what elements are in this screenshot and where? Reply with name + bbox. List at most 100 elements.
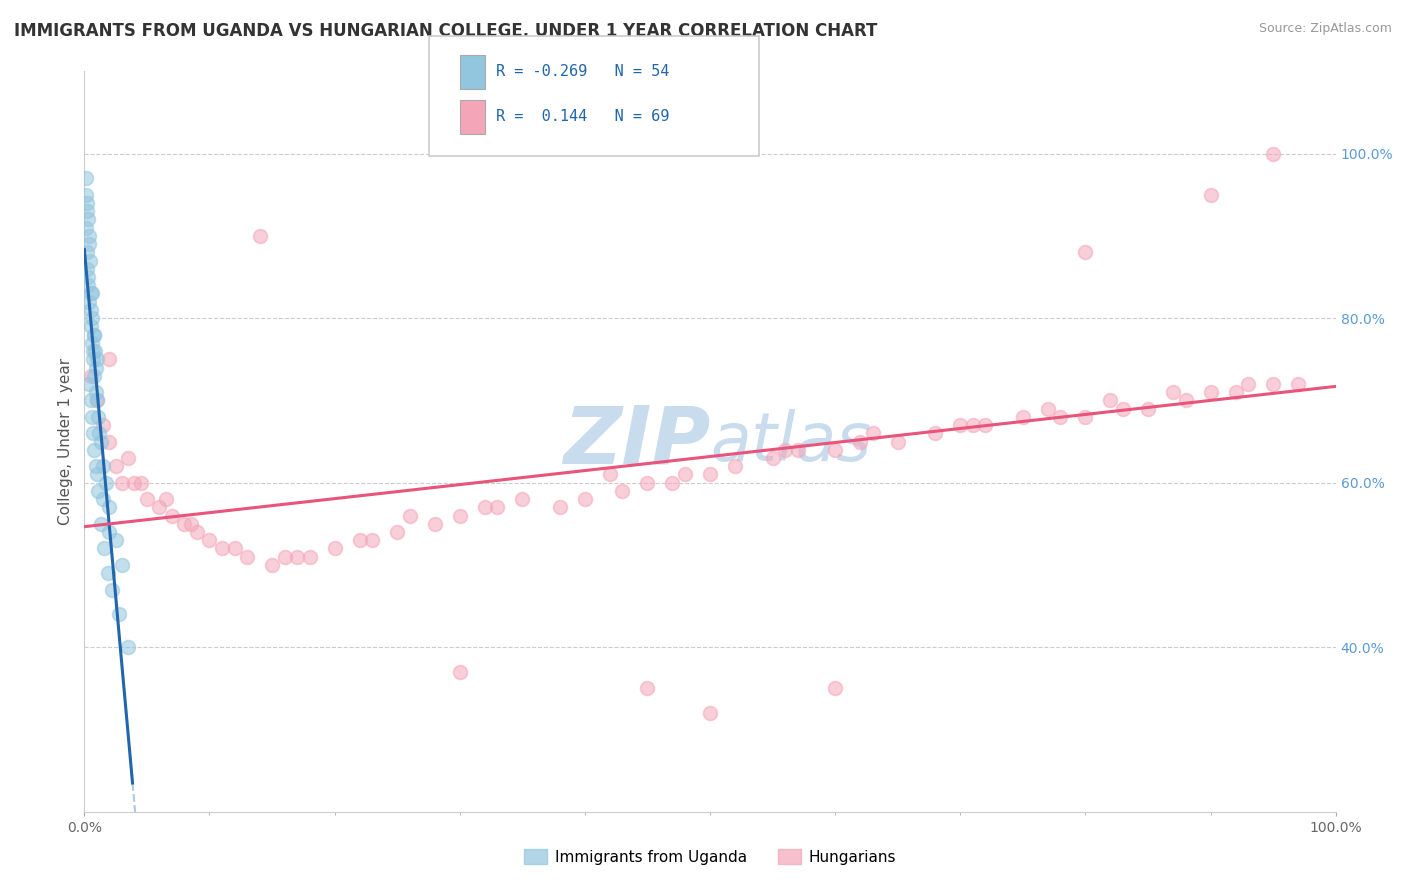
Point [91, 459, 114, 474]
Point [349, 533, 371, 548]
Point [1112, 401, 1135, 416]
Point [98, 500, 121, 515]
Point [1225, 385, 1247, 400]
Point [449, 665, 471, 679]
Point [673, 467, 696, 482]
Point [79, 253, 101, 268]
Point [111, 475, 134, 490]
Point [449, 508, 471, 523]
Point [1237, 376, 1260, 391]
Point [117, 450, 139, 465]
Point [83, 327, 105, 342]
Point [1263, 376, 1285, 391]
Point [160, 508, 183, 523]
Point [83, 442, 105, 457]
Point [236, 549, 259, 564]
Point [887, 434, 910, 449]
Point [90, 516, 112, 531]
Point [198, 533, 221, 548]
Point [398, 508, 420, 523]
Point [93, 541, 115, 556]
Point [76, 204, 98, 219]
Point [108, 607, 131, 622]
Point [474, 500, 496, 515]
Point [924, 426, 946, 441]
Point [111, 558, 134, 572]
Point [83, 327, 105, 342]
Point [82, 344, 104, 359]
Point [1036, 401, 1059, 416]
Point [86, 393, 108, 408]
Point [84, 344, 107, 359]
Point [1263, 146, 1285, 161]
Point [1161, 385, 1184, 400]
Point [1074, 409, 1097, 424]
Point [423, 516, 446, 531]
Point [574, 492, 596, 507]
Point [599, 467, 621, 482]
Point [76, 261, 98, 276]
Point [762, 450, 785, 465]
Point [637, 681, 659, 696]
Point [84, 385, 107, 400]
Point [548, 500, 571, 515]
Point [637, 475, 659, 490]
Point [75, 171, 97, 186]
Point [76, 196, 98, 211]
Point [824, 442, 846, 457]
Point [90, 434, 112, 449]
Point [80, 286, 103, 301]
Point [104, 533, 127, 548]
Point [79, 302, 101, 317]
Point [1174, 393, 1197, 408]
Point [77, 212, 100, 227]
Point [323, 541, 346, 556]
Point [180, 516, 202, 531]
Point [79, 393, 101, 408]
Point [849, 434, 872, 449]
Point [91, 492, 114, 507]
Point [82, 352, 104, 367]
Legend: Immigrants from Uganda, Hungarians: Immigrants from Uganda, Hungarians [519, 843, 901, 871]
Point [273, 549, 295, 564]
Point [104, 459, 127, 474]
Text: IMMIGRANTS FROM UGANDA VS HUNGARIAN COLLEGE, UNDER 1 YEAR CORRELATION CHART: IMMIGRANTS FROM UGANDA VS HUNGARIAN COLL… [14, 22, 877, 40]
Point [84, 360, 107, 375]
Text: R =  0.144   N = 69: R = 0.144 N = 69 [496, 109, 669, 124]
Point [87, 483, 110, 498]
Point [79, 319, 101, 334]
Point [361, 533, 384, 548]
Text: ZIP: ZIP [562, 402, 710, 481]
Point [86, 393, 108, 408]
Point [862, 426, 884, 441]
Text: atlas: atlas [710, 409, 872, 475]
Point [155, 492, 177, 507]
Point [285, 549, 308, 564]
Point [173, 516, 195, 531]
Point [1074, 245, 1097, 260]
Point [82, 426, 104, 441]
Point [1199, 187, 1222, 202]
Point [80, 286, 103, 301]
Point [824, 681, 846, 696]
Point [79, 368, 101, 383]
Point [1049, 409, 1071, 424]
Point [79, 294, 101, 309]
Text: Source: ZipAtlas.com: Source: ZipAtlas.com [1258, 22, 1392, 36]
Point [98, 434, 121, 449]
Point [76, 245, 98, 260]
Point [84, 459, 107, 474]
Y-axis label: College, Under 1 year: College, Under 1 year [58, 358, 73, 525]
Point [101, 582, 124, 597]
Point [512, 492, 534, 507]
Point [1136, 401, 1159, 416]
Text: R = -0.269   N = 54: R = -0.269 N = 54 [496, 64, 669, 79]
Point [974, 418, 997, 433]
Point [949, 418, 972, 433]
Point [249, 228, 271, 243]
Point [117, 640, 139, 655]
Point [211, 541, 233, 556]
Point [79, 237, 101, 252]
Point [224, 541, 246, 556]
Point [148, 500, 170, 515]
